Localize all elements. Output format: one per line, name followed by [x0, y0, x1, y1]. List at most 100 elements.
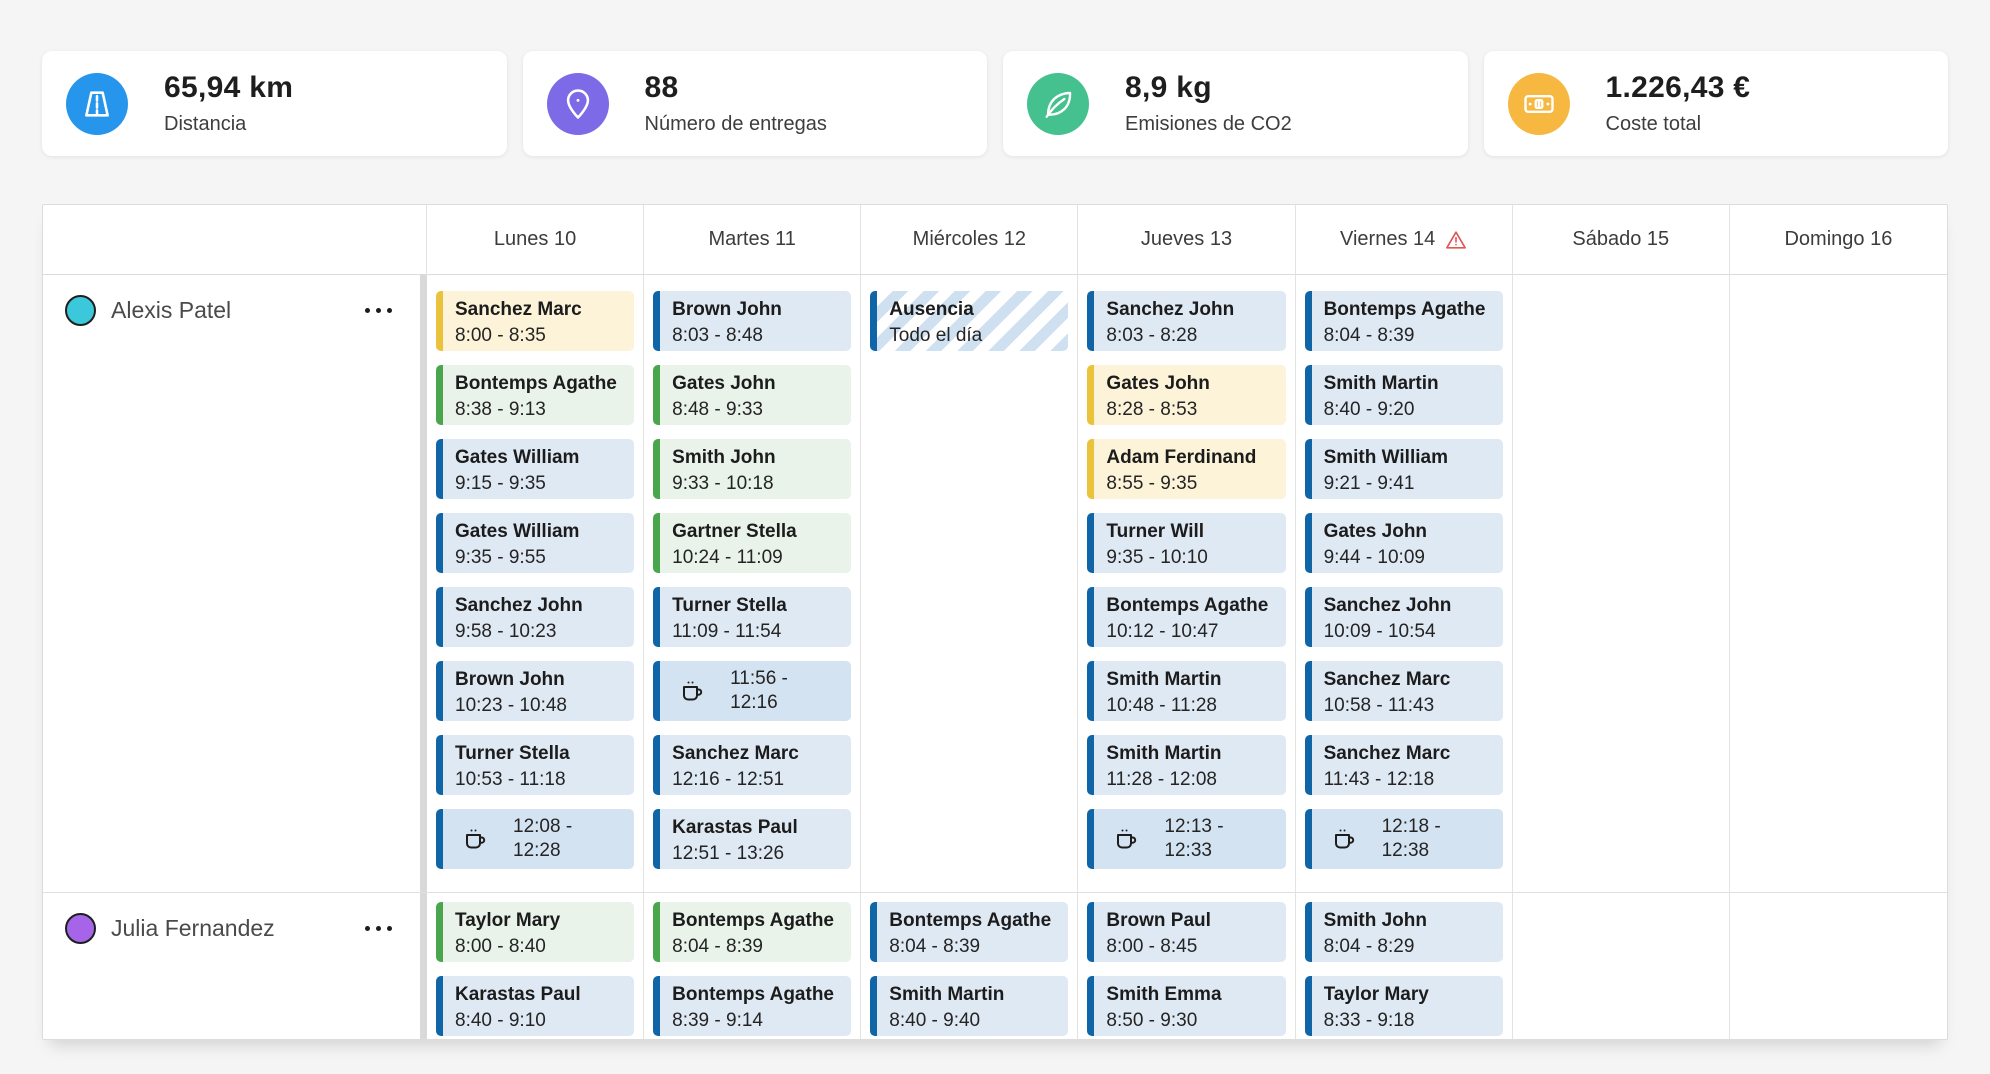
day-header-miercoles-12[interactable]: Miércoles 12: [861, 205, 1079, 274]
visit-card[interactable]: Sanchez Marc 10:58 - 11:43: [1304, 661, 1503, 721]
absence-card[interactable]: Ausencia Todo el día: [870, 291, 1069, 351]
visit-time: 8:40 - 9:20: [1323, 399, 1415, 420]
visit-time: 8:04 - 8:39: [672, 936, 763, 957]
visit-card[interactable]: Karastas Paul 12:51 - 13:26: [653, 809, 852, 869]
visit-title: Taylor Mary: [1323, 984, 1429, 1005]
person-cell-alexis-patel: Alexis Patel: [43, 275, 427, 892]
visit-time: 12:16 - 12:51: [672, 769, 785, 790]
day-header-label: Lunes 10: [493, 228, 577, 250]
visit-card[interactable]: Smith John 9:33 - 10:18: [653, 439, 852, 499]
day-header-sabado-15[interactable]: Sábado 15: [1513, 205, 1730, 274]
warning-icon[interactable]: [1445, 229, 1467, 251]
visit-card[interactable]: Turner Stella 11:09 - 11:54: [653, 587, 852, 647]
day-cell-miercoles-12[interactable]: Ausencia Todo el día: [861, 275, 1079, 892]
visit-card[interactable]: Gates William 9:35 - 9:55: [436, 513, 635, 573]
visit-title: Karastas Paul: [455, 984, 581, 1005]
visit-card[interactable]: Turner Stella 10:53 - 11:18: [436, 735, 635, 795]
visit-card[interactable]: Turner Will 9:35 - 10:10: [1087, 513, 1286, 573]
visit-card[interactable]: Bontemps Agathe 8:38 - 9:13: [436, 365, 635, 425]
visit-title: Sanchez John: [1323, 595, 1452, 616]
visit-card[interactable]: Sanchez Marc 11:43 - 12:18: [1304, 735, 1503, 795]
visit-time: 8:33 - 9:18: [1323, 1010, 1415, 1031]
visit-card[interactable]: Taylor Mary 8:00 - 8:40: [436, 902, 635, 962]
day-cell-martes-11[interactable]: Bontemps Agathe 8:04 - 8:39 Bontemps Aga…: [644, 893, 862, 1039]
day-cell-viernes-14[interactable]: Smith John 8:04 - 8:29 Taylor Mary 8:33 …: [1296, 893, 1513, 1039]
map-pin-icon: [546, 72, 609, 135]
visit-time: 10:53 - 11:18: [455, 769, 566, 790]
visit-card[interactable]: Gates John 8:48 - 9:33: [653, 365, 852, 425]
visit-card[interactable]: Smith William 9:21 - 9:41: [1304, 439, 1503, 499]
coffee-icon: [1112, 825, 1140, 853]
person-row-julia-fernandez: Julia Fernandez Taylor Mary 8:00 - 8:40 …: [43, 893, 1947, 1039]
visit-title: Turner Will: [1106, 521, 1205, 542]
day-cell-domingo-16[interactable]: [1730, 275, 1947, 892]
visit-card[interactable]: Brown Paul 8:00 - 8:45: [1087, 902, 1286, 962]
visit-time: 8:48 - 9:33: [672, 399, 763, 420]
break-time: 11:56 - 12:16: [730, 668, 788, 713]
visit-card[interactable]: Sanchez Marc 8:00 - 8:35: [436, 291, 635, 351]
more-options-icon[interactable]: [363, 920, 394, 937]
day-cell-jueves-13[interactable]: Brown Paul 8:00 - 8:45 Smith Emma 8:50 -…: [1078, 893, 1296, 1039]
day-cell-lunes-10[interactable]: Taylor Mary 8:00 - 8:40 Karastas Paul 8:…: [427, 893, 645, 1039]
visit-card[interactable]: Adam Ferdinand 8:55 - 9:35: [1087, 439, 1286, 499]
visit-card[interactable]: Bontemps Agathe 8:04 - 8:39: [653, 902, 852, 962]
visit-title: Turner Stella: [672, 595, 787, 616]
visit-card[interactable]: Brown John 8:03 - 8:48: [653, 291, 852, 351]
visit-time: 10:12 - 10:47: [1106, 621, 1219, 642]
visit-time: 9:21 - 9:41: [1323, 473, 1415, 494]
day-header-martes-11[interactable]: Martes 11: [644, 205, 862, 274]
visit-card[interactable]: Taylor Mary 8:33 - 9:18: [1304, 976, 1503, 1036]
visit-card[interactable]: Brown John 10:23 - 10:48: [436, 661, 635, 721]
visit-card[interactable]: Gates William 9:15 - 9:35: [436, 439, 635, 499]
visit-card[interactable]: Smith John 8:04 - 8:29: [1304, 902, 1503, 962]
day-header-lunes-10[interactable]: Lunes 10: [427, 205, 645, 274]
day-cell-sabado-15[interactable]: [1513, 275, 1730, 892]
break-card[interactable]: 12:08 - 12:28: [436, 809, 635, 869]
visit-card[interactable]: Sanchez John 8:03 - 8:28: [1087, 291, 1286, 351]
visit-card[interactable]: Smith Emma 8:50 - 9:30: [1087, 976, 1286, 1036]
visit-time: 8:40 - 9:40: [889, 1010, 981, 1031]
visit-time: 10:24 - 11:09: [672, 547, 783, 568]
visit-card[interactable]: Smith Martin 8:40 - 9:20: [1304, 365, 1503, 425]
visit-time: 8:03 - 8:48: [672, 325, 763, 346]
day-cell-martes-11[interactable]: Brown John 8:03 - 8:48 Gates John 8:48 -…: [644, 275, 862, 892]
stat-value: 8,9 kg: [1125, 71, 1212, 104]
visit-title: Brown Paul: [1106, 910, 1211, 931]
day-cell-jueves-13[interactable]: Sanchez John 8:03 - 8:28 Gates John 8:28…: [1078, 275, 1296, 892]
person-name: Julia Fernandez: [111, 915, 275, 941]
visit-card[interactable]: Gates John 8:28 - 8:53: [1087, 365, 1286, 425]
visit-card[interactable]: Gartner Stella 10:24 - 11:09: [653, 513, 852, 573]
day-header-domingo-16[interactable]: Domingo 16: [1730, 205, 1947, 274]
stat-value: 1.226,43 €: [1605, 71, 1751, 104]
day-header-viernes-14[interactable]: Viernes 14: [1296, 205, 1513, 274]
day-cell-domingo-16[interactable]: [1730, 893, 1947, 1039]
visit-time: 8:04 - 8:29: [1323, 936, 1415, 957]
visit-time: 8:40 - 9:10: [455, 1010, 546, 1031]
visit-time: 8:50 - 9:30: [1106, 1010, 1198, 1031]
visit-card[interactable]: Bontemps Agathe 8:39 - 9:14: [653, 976, 852, 1036]
visit-card[interactable]: Bontemps Agathe 8:04 - 8:39: [870, 902, 1069, 962]
visit-card[interactable]: Smith Martin 8:40 - 9:40: [870, 976, 1069, 1036]
day-cell-viernes-14[interactable]: Bontemps Agathe 8:04 - 8:39 Smith Martin…: [1296, 275, 1513, 892]
visit-card[interactable]: Karastas Paul 8:40 - 9:10: [436, 976, 635, 1036]
visit-title: Smith Emma: [1106, 984, 1222, 1005]
visit-card[interactable]: Smith Martin 10:48 - 11:28: [1087, 661, 1286, 721]
visit-card[interactable]: Sanchez John 9:58 - 10:23: [436, 587, 635, 647]
visit-card[interactable]: Sanchez John 10:09 - 10:54: [1304, 587, 1503, 647]
day-cell-sabado-15[interactable]: [1513, 893, 1730, 1039]
day-header-label: Miércoles 12: [912, 228, 1027, 250]
day-cell-lunes-10[interactable]: Sanchez Marc 8:00 - 8:35 Bontemps Agathe…: [427, 275, 645, 892]
day-cell-miercoles-12[interactable]: Bontemps Agathe 8:04 - 8:39 Smith Martin…: [861, 893, 1079, 1039]
more-options-icon[interactable]: [363, 302, 394, 319]
day-header-jueves-13[interactable]: Jueves 13: [1078, 205, 1296, 274]
visit-card[interactable]: Bontemps Agathe 10:12 - 10:47: [1087, 587, 1286, 647]
visit-title: Turner Stella: [455, 743, 570, 764]
break-card[interactable]: 12:18 - 12:38: [1304, 809, 1503, 869]
break-card[interactable]: 12:13 - 12:33: [1087, 809, 1286, 869]
visit-card[interactable]: Bontemps Agathe 8:04 - 8:39: [1304, 291, 1503, 351]
visit-card[interactable]: Sanchez Marc 12:16 - 12:51: [653, 735, 852, 795]
visit-card[interactable]: Smith Martin 11:28 - 12:08: [1087, 735, 1286, 795]
visit-card[interactable]: Gates John 9:44 - 10:09: [1304, 513, 1503, 573]
break-card[interactable]: 11:56 - 12:16: [653, 661, 852, 721]
visit-time: 8:55 - 9:35: [1106, 473, 1198, 494]
